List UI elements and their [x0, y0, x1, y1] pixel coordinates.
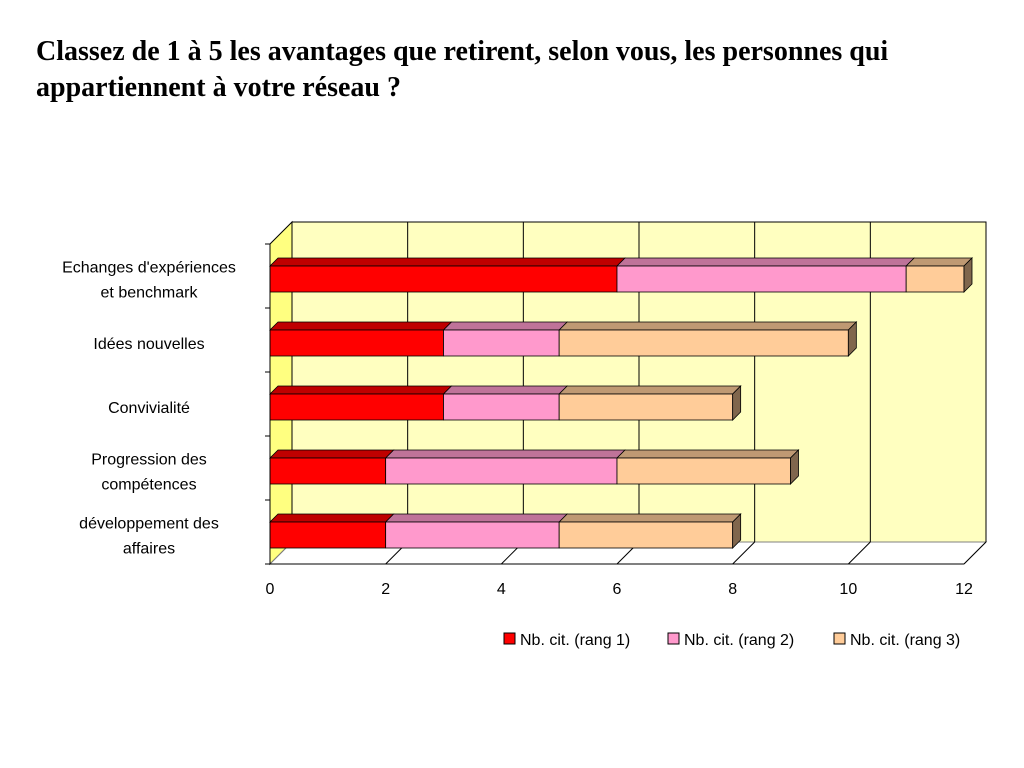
x-tick-label: 2	[381, 581, 390, 598]
legend-swatch	[503, 632, 516, 645]
bar-segment	[558, 321, 858, 357]
bars	[269, 257, 973, 549]
floor-gridline	[732, 541, 756, 565]
legend: Nb. cit. (rang 1) Nb. cit. (rang 2) Nb. ci…	[503, 632, 960, 649]
category-label: développement des affaires	[79, 516, 219, 558]
x-tick-label: 12	[955, 581, 973, 598]
category-labels: Echanges d'expériences et benchmark Idées …	[62, 260, 236, 558]
bar-segment	[269, 513, 395, 549]
category-label: Echanges d'expériences et benchmark	[62, 260, 236, 302]
category-label: Convivialité	[108, 400, 190, 417]
bar-segment	[442, 385, 569, 421]
bar-segment	[558, 385, 742, 421]
legend-swatch	[833, 632, 846, 645]
floor-gridline	[847, 541, 871, 565]
axes	[265, 243, 964, 565]
bar-segment	[616, 257, 916, 293]
category-label: Idées nouvelles	[93, 336, 204, 353]
x-tick-label: 6	[613, 581, 622, 598]
category-label: Progression des compétences	[91, 452, 207, 494]
bar-segment	[905, 257, 973, 293]
x-tick-label: 0	[266, 581, 275, 598]
legend-item: Nb. cit. (rang 1)	[503, 632, 630, 649]
legend-item: Nb. cit. (rang 2)	[667, 632, 794, 649]
x-tick-label: 10	[839, 581, 857, 598]
legend-swatch	[667, 632, 680, 645]
legend-label: Nb. cit. (rang 2)	[684, 632, 794, 649]
bar-segment	[269, 449, 395, 485]
floor-gridline	[963, 541, 987, 565]
x-tick-label: 8	[728, 581, 737, 598]
legend-label: Nb. cit. (rang 1)	[520, 632, 630, 649]
bar-segment	[616, 449, 800, 485]
bar-segment	[269, 257, 626, 293]
bar-segment	[384, 513, 569, 549]
bar-segment	[269, 321, 453, 357]
bar-segment	[558, 513, 742, 549]
slide-title: Classez de 1 à 5 les avantages que retir…	[36, 36, 889, 103]
bar-segment	[269, 385, 453, 421]
legend-item: Nb. cit. (rang 3)	[833, 632, 960, 649]
x-tick-label: 4	[497, 581, 506, 598]
bar-segment	[442, 321, 569, 357]
legend-label: Nb. cit. (rang 3)	[850, 632, 960, 649]
tick-labels: 0 2 4 6 8 10 12	[266, 581, 973, 598]
bar-segment	[384, 449, 626, 485]
